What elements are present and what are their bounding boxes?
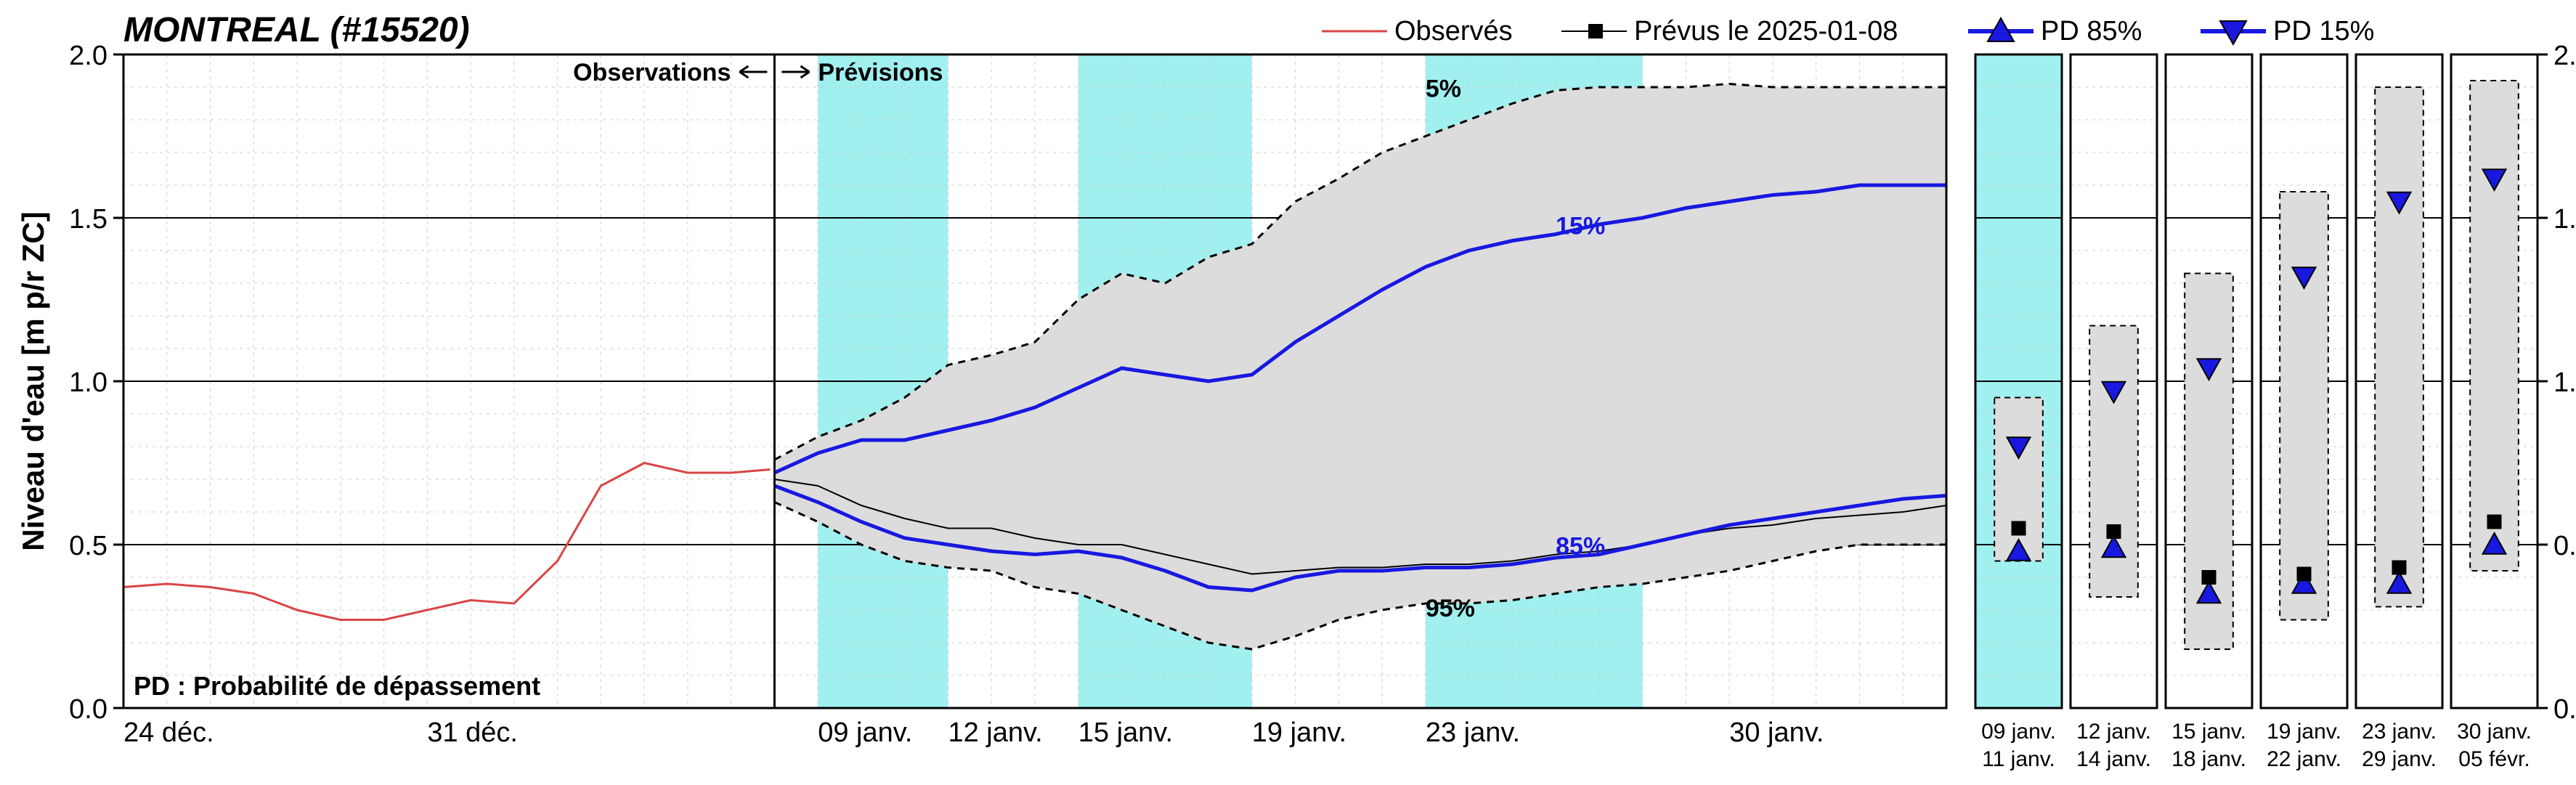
- svg-text:30 janv.: 30 janv.: [1729, 717, 1824, 748]
- svg-text:23 janv.: 23 janv.: [1426, 717, 1520, 748]
- svg-text:PD 85%: PD 85%: [2041, 16, 2142, 46]
- svg-text:29 janv.: 29 janv.: [2362, 747, 2437, 771]
- svg-text:MONTREAL (#15520): MONTREAL (#15520): [123, 11, 470, 49]
- svg-text:30 janv.: 30 janv.: [2457, 720, 2532, 744]
- svg-text:19 janv.: 19 janv.: [2267, 720, 2341, 744]
- svg-text:19 janv.: 19 janv.: [1252, 717, 1346, 748]
- svg-text:12 janv.: 12 janv.: [2076, 720, 2151, 744]
- svg-text:PD : Probabilité de dépassemen: PD : Probabilité de dépassement: [134, 671, 540, 701]
- svg-text:Niveau d'eau [m p/r ZC]: Niveau d'eau [m p/r ZC]: [16, 211, 50, 550]
- svg-text:2.0: 2.0: [2553, 41, 2576, 71]
- svg-text:Prévisions: Prévisions: [818, 59, 943, 86]
- svg-text:95%: 95%: [1426, 595, 1475, 622]
- svg-text:85%: 85%: [1556, 533, 1605, 561]
- svg-text:PD 15%: PD 15%: [2273, 16, 2374, 46]
- svg-text:0.0: 0.0: [69, 694, 107, 725]
- svg-text:09 janv.: 09 janv.: [818, 717, 912, 748]
- svg-text:05 févr.: 05 févr.: [2458, 747, 2530, 771]
- svg-text:Observés: Observés: [1394, 16, 1513, 46]
- water-level-chart: 0.0 0.5 1.0 1.5 2.0 24 déc. 31 déc. 09 janv. 12 …: [0, 0, 2576, 785]
- svg-text:24 déc.: 24 déc.: [123, 717, 214, 748]
- svg-text:09 janv.: 09 janv.: [1981, 720, 2056, 744]
- svg-text:Prévus le 2025-01-08: Prévus le 2025-01-08: [1634, 16, 1898, 46]
- svg-text:15 janv.: 15 janv.: [2171, 720, 2246, 744]
- svg-text:2.0: 2.0: [69, 41, 107, 71]
- svg-text:5%: 5%: [1426, 76, 1461, 103]
- svg-text:12 janv.: 12 janv.: [948, 717, 1042, 748]
- svg-text:1.5: 1.5: [2553, 204, 2576, 235]
- svg-text:0.5: 0.5: [2553, 531, 2576, 561]
- svg-text:1.0: 1.0: [69, 367, 107, 398]
- svg-text:0.5: 0.5: [69, 531, 107, 561]
- svg-text:0.0: 0.0: [2553, 694, 2576, 725]
- svg-text:11 janv.: 11 janv.: [1982, 747, 2055, 771]
- svg-text:23 janv.: 23 janv.: [2362, 720, 2437, 744]
- svg-text:Observations: Observations: [573, 59, 731, 86]
- svg-text:15 janv.: 15 janv.: [1078, 717, 1173, 748]
- svg-text:22 janv.: 22 janv.: [2267, 747, 2341, 771]
- svg-text:18 janv.: 18 janv.: [2171, 747, 2246, 771]
- chart-wrapper: 0.0 0.5 1.0 1.5 2.0 24 déc. 31 déc. 09 janv. 12 …: [0, 0, 2576, 785]
- svg-text:14 janv.: 14 janv.: [2076, 747, 2151, 771]
- svg-text:15%: 15%: [1556, 213, 1605, 240]
- svg-text:1.0: 1.0: [2553, 367, 2576, 398]
- svg-text:31 déc.: 31 déc.: [427, 717, 518, 748]
- svg-text:1.5: 1.5: [69, 204, 107, 235]
